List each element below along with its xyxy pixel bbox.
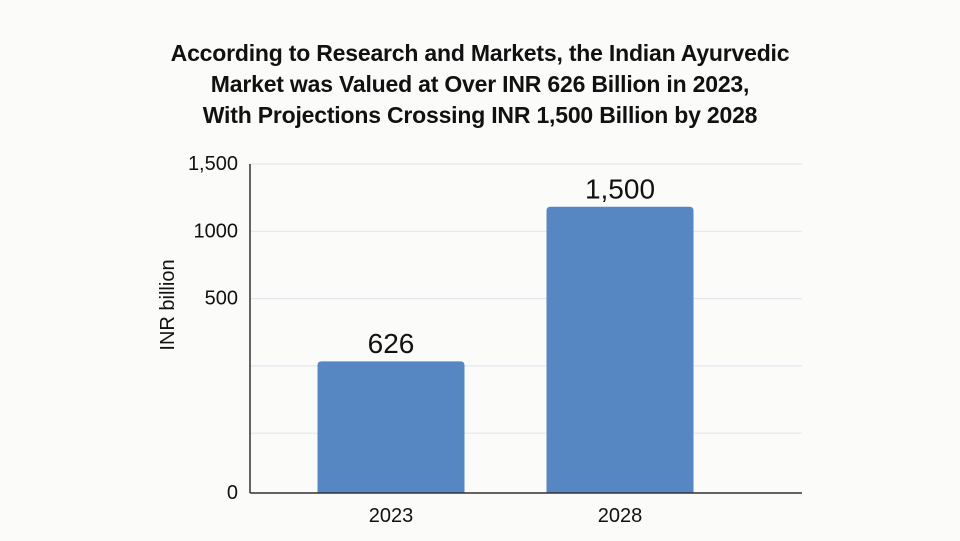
chart-title: According to Research and Markets, the I…: [0, 38, 960, 131]
chart-title-line-3: With Projections Crossing INR 1,500 Bill…: [202, 102, 758, 128]
y-tick-labels: 1,500 1000 500 0: [188, 153, 238, 504]
x-tick-label: 2023: [369, 505, 414, 527]
data-label-2023: 626: [368, 328, 415, 359]
y-tick-label: 0: [227, 482, 238, 504]
x-tick-label: 2028: [598, 505, 643, 527]
y-axis-title: INR billion: [157, 259, 179, 350]
bar-2023: [317, 361, 465, 493]
y-tick-label: 1,500: [188, 153, 238, 175]
x-tick-labels: 2023 2028: [369, 505, 643, 527]
bars: 626 1,500: [317, 173, 694, 493]
y-tick-label: 500: [205, 288, 238, 310]
data-label-2028: 1,500: [585, 173, 655, 204]
axes: [249, 164, 802, 494]
chart-title-line-2: Market was Valued at Over INR 626 Billio…: [210, 71, 750, 97]
chart-title-line-1: According to Research and Markets, the I…: [170, 40, 790, 66]
bar-2028: [546, 206, 694, 493]
y-tick-label: 1000: [194, 220, 239, 242]
